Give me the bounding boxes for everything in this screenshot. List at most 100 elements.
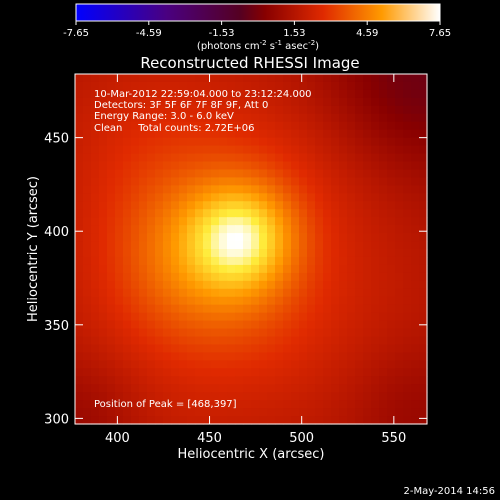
heatmap-cell <box>411 185 420 194</box>
heatmap-cell <box>227 256 236 266</box>
heatmap-cell <box>179 241 188 250</box>
heatmap-cell <box>315 408 324 417</box>
heatmap-cell <box>171 280 180 290</box>
heatmap-cell <box>75 105 84 115</box>
heatmap-cell <box>235 296 244 306</box>
heatmap-cell <box>123 121 132 131</box>
heatmap-cell <box>251 320 260 330</box>
heatmap-cell <box>419 384 428 393</box>
heatmap-cell <box>275 336 284 346</box>
heatmap-cell <box>307 177 316 186</box>
heatmap-cell <box>283 225 292 234</box>
heatmap-cell <box>75 89 84 99</box>
heatmap-cell <box>363 408 372 417</box>
heatmap-cell <box>131 280 140 290</box>
heatmap-cell <box>411 264 420 274</box>
heatmap-cell <box>355 296 364 306</box>
heatmap-cell <box>107 320 116 330</box>
heatmap-cell <box>211 320 220 330</box>
heatmap-cell <box>147 209 156 218</box>
heatmap-cell <box>259 392 268 401</box>
heatmap-cell <box>131 264 140 274</box>
heatmap-cell <box>211 280 220 290</box>
heatmap-cell <box>179 296 188 306</box>
heatmap-cell <box>419 249 428 258</box>
heatmap-cell <box>147 225 156 234</box>
heatmap-cell <box>83 272 92 282</box>
heatmap-cell <box>331 241 340 250</box>
heatmap-cell <box>299 272 308 282</box>
heatmap-cell <box>315 320 324 330</box>
heatmap-cell <box>107 233 116 242</box>
heatmap-cell <box>299 97 308 107</box>
heatmap-cell <box>379 201 388 210</box>
heatmap-cell <box>411 320 420 330</box>
heatmap-cell <box>347 400 356 409</box>
heatmap-cell <box>323 352 332 361</box>
heatmap-cell <box>155 368 164 377</box>
heatmap-cell <box>195 336 204 346</box>
heatmap-cell <box>251 280 260 290</box>
heatmap-cell <box>379 113 388 123</box>
heatmap-cell <box>339 360 348 369</box>
heatmap-cell <box>299 153 308 163</box>
heatmap-cell <box>243 137 252 147</box>
heatmap-cell <box>419 360 428 369</box>
heatmap-cell <box>339 137 348 147</box>
heatmap-cell <box>75 169 84 178</box>
heatmap-cell <box>355 400 364 409</box>
heatmap-cell <box>107 153 116 163</box>
heatmap-cell <box>123 177 132 186</box>
heatmap-cell <box>283 408 292 417</box>
heatmap-cell <box>251 145 260 155</box>
heatmap-cell <box>323 280 332 290</box>
heatmap-cell <box>387 296 396 306</box>
heatmap-cell <box>403 264 412 274</box>
heatmap-cell <box>331 320 340 330</box>
heatmap-cell <box>307 241 316 250</box>
heatmap-cell <box>379 193 388 202</box>
heatmap-cell <box>243 81 252 91</box>
heatmap-cell <box>267 74 276 83</box>
heatmap-cell <box>339 217 348 226</box>
heatmap-cell <box>219 264 228 274</box>
heatmap-cell <box>363 217 372 226</box>
heatmap-cell <box>371 145 380 155</box>
heatmap-cell <box>267 201 276 210</box>
heatmap-cell <box>179 344 188 353</box>
heatmap-cell <box>115 233 124 242</box>
heatmap-cell <box>91 113 100 123</box>
heatmap-cell <box>211 105 220 115</box>
heatmap-cell <box>283 328 292 338</box>
heatmap-cell <box>107 304 116 314</box>
heatmap-cell <box>371 249 380 258</box>
heatmap-cell <box>323 416 332 425</box>
heatmap-cell <box>371 193 380 202</box>
heatmap-cell <box>291 193 300 202</box>
heatmap-cell <box>291 161 300 171</box>
heatmap-cell <box>379 89 388 99</box>
heatmap-cell <box>283 201 292 210</box>
heatmap-cell <box>235 89 244 99</box>
heatmap-cell <box>243 241 252 250</box>
colorbar-tick-label: 1.53 <box>283 28 305 39</box>
heatmap-cell <box>315 97 324 107</box>
heatmap-cell <box>99 408 108 417</box>
heatmap-cell <box>75 336 84 346</box>
heatmap-cell <box>187 97 196 107</box>
heatmap-cell <box>179 177 188 186</box>
heatmap-cell <box>83 193 92 202</box>
heatmap-cell <box>419 97 428 107</box>
heatmap-cell <box>299 225 308 234</box>
heatmap-cell <box>107 272 116 282</box>
heatmap-cell <box>195 97 204 107</box>
heatmap-cell <box>299 264 308 274</box>
heatmap-cell <box>363 288 372 298</box>
x-axis-ticks: 400 450 500 550 <box>105 74 406 446</box>
heatmap-cell <box>315 105 324 115</box>
heatmap-cell <box>371 312 380 322</box>
heatmap-cell <box>139 400 148 409</box>
heatmap-cell <box>315 241 324 250</box>
colorbar-tick-label: 4.59 <box>356 28 378 39</box>
heatmap-cell <box>307 408 316 417</box>
